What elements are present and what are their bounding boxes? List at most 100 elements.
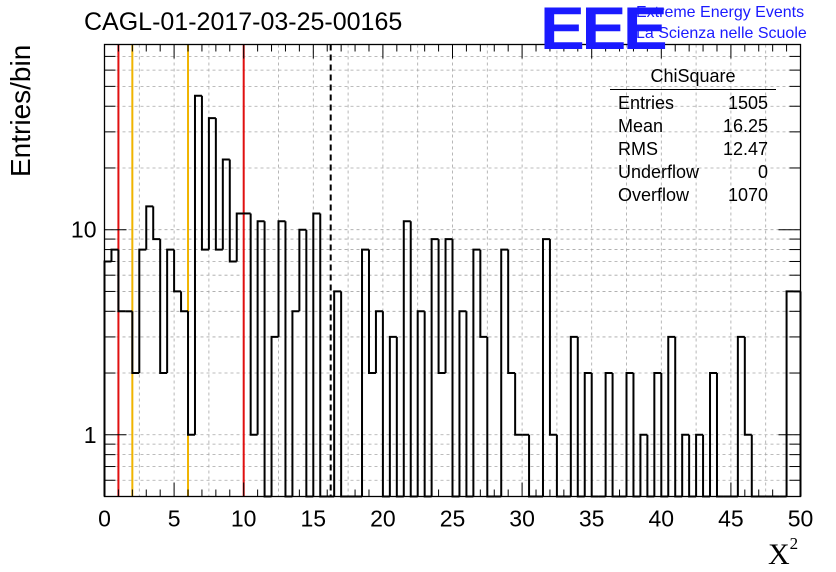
plot-title: CAGL-01-2017-03-25-00165 [84, 8, 403, 36]
histogram-bin [214, 118, 223, 251]
stats-row-overflow: Overflow 1070 [610, 185, 776, 208]
histogram-bin [576, 336, 585, 498]
histogram-bin [423, 311, 432, 498]
x-tick-label: 10 [231, 506, 257, 532]
histogram-bin [653, 372, 662, 497]
histogram-bin [333, 290, 342, 497]
eee-logo: EEE [540, 0, 668, 62]
histogram-bin [249, 213, 258, 436]
histogram-bin [152, 206, 161, 241]
y-tick-label: 1 [84, 422, 97, 448]
histogram-bin [604, 372, 613, 497]
histogram-bin [256, 220, 265, 435]
histogram-bin [110, 248, 119, 262]
stats-row-underflow: Underflow 0 [610, 162, 776, 185]
histogram-bin [416, 310, 425, 497]
histogram-bin [166, 248, 175, 374]
x-tick-label: 0 [98, 506, 111, 532]
histogram-bin [569, 335, 578, 497]
histogram-bin [263, 221, 272, 498]
histogram-bin [583, 372, 592, 497]
histogram-bin [548, 239, 557, 436]
histogram-bin [103, 260, 112, 497]
histogram-bin [388, 335, 397, 497]
x-tick-label: 25 [440, 506, 466, 532]
histogram-bin [193, 94, 202, 435]
histogram-bin [785, 290, 794, 497]
histogram-bin [270, 335, 279, 497]
x-axis-label-superscript: 2 [789, 534, 799, 553]
histogram-bin [409, 221, 418, 498]
axis-tick-labels: 0 5 10 15 20 25 30 35 40 45 50 1 10 [71, 217, 813, 532]
x-tick-label: 35 [579, 506, 605, 532]
histogram-bin [159, 239, 168, 375]
stats-title: ChiSquare [610, 66, 776, 90]
stats-label: RMS [618, 139, 658, 159]
histogram-bin [625, 372, 634, 497]
histogram-bin [228, 159, 237, 263]
y-axis-label: Entries/bin [5, 44, 36, 177]
x-axis-label-symbol: X [768, 538, 790, 571]
histogram-bin [500, 248, 509, 497]
histogram-bin [695, 433, 704, 497]
histogram-bin [743, 336, 752, 436]
x-tick-label: 20 [370, 506, 396, 532]
logo-caption: Extreme Energy Events La Scienza nelle S… [636, 2, 807, 44]
histogram-bin [305, 229, 314, 498]
histogram-bin [507, 249, 516, 375]
histogram-bin [235, 212, 244, 262]
histogram-bin [117, 249, 126, 313]
stats-value: 16.25 [722, 116, 768, 136]
histogram-bin [472, 248, 481, 497]
histogram-bin [451, 239, 460, 498]
histogram-bin [173, 249, 182, 293]
histogram-bin [291, 310, 300, 497]
histogram-bin [402, 220, 411, 497]
histogram-bin [681, 433, 690, 497]
histogram-bin [145, 205, 154, 250]
histogram-bin [486, 336, 495, 498]
x-tick-label: 50 [788, 506, 814, 532]
stats-label: Overflow [618, 185, 690, 205]
histogram-bin [667, 335, 676, 497]
x-axis-label: X2 [768, 534, 798, 572]
histogram-bin [207, 117, 216, 250]
histogram-bin [639, 433, 648, 497]
stats-row-mean: Mean 16.25 [610, 116, 776, 139]
x-tick-label: 40 [649, 506, 675, 532]
stats-value: 1505 [727, 93, 768, 113]
stats-value: 12.47 [722, 139, 768, 159]
logo-caption-line1: Extreme Energy Events [636, 4, 805, 21]
histogram-bin [298, 228, 307, 312]
histogram-bin [340, 291, 349, 498]
x-tick-label: 45 [718, 506, 744, 532]
x-tick-label: 15 [301, 506, 327, 532]
stats-label: Underflow [618, 162, 700, 182]
histogram-bin [312, 212, 321, 497]
histogram-bin [674, 336, 683, 498]
histogram-bin [374, 310, 383, 374]
histogram-bin [541, 238, 550, 497]
histogram-bin [437, 239, 446, 375]
histogram-bin [131, 311, 140, 375]
stats-value: 1070 [727, 185, 768, 205]
histogram-bin [180, 291, 189, 313]
histogram-bin [395, 336, 404, 498]
axis-ticks [104, 44, 801, 497]
histogram-bin [187, 311, 195, 436]
histogram-bin [138, 248, 147, 374]
stats-value: 0 [757, 162, 768, 182]
histogram-bin [479, 249, 488, 338]
x-tick-label: 30 [509, 506, 535, 532]
histogram-bin [444, 238, 453, 374]
stats-label: Mean [618, 116, 664, 136]
histogram-bin [221, 158, 230, 250]
stats-box: ChiSquare Entries 1505 Mean 16.25 RMS 12.47… [610, 66, 776, 208]
histogram-bin [430, 238, 439, 497]
histogram-bin [736, 335, 745, 497]
y-tick-label: 10 [71, 217, 97, 243]
histogram-bin [367, 249, 376, 375]
histogram-bin [319, 213, 328, 498]
logo-caption-line2: La Scienza nelle Scuole [636, 25, 807, 42]
histogram-bin [381, 311, 390, 498]
